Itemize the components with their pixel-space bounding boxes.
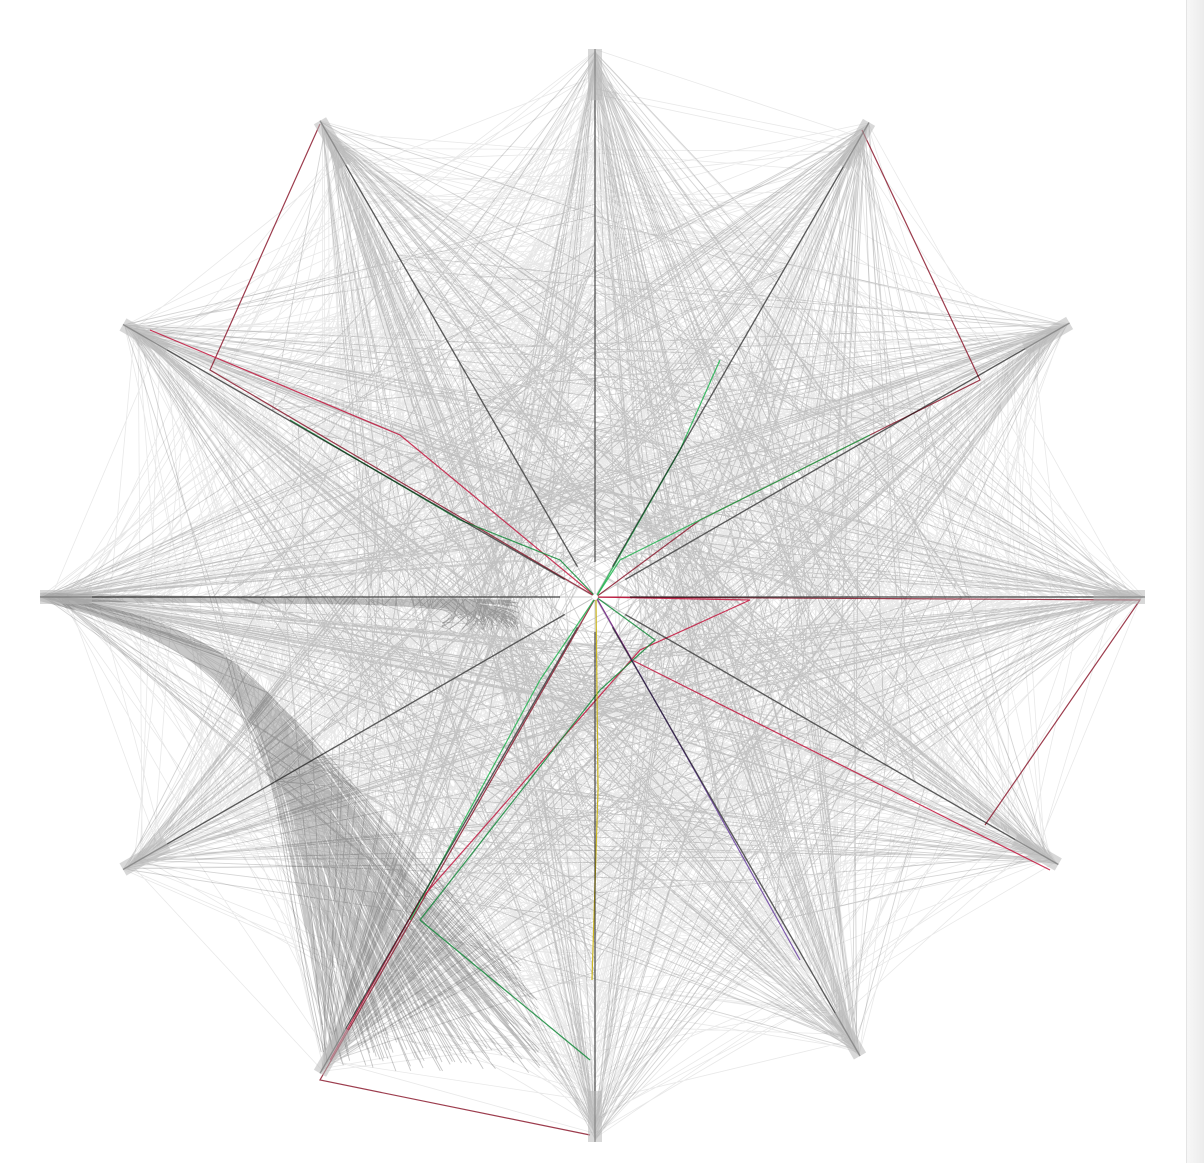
axis-node-band xyxy=(829,1009,867,1060)
highlighted-path xyxy=(289,419,656,1061)
center-node xyxy=(592,594,598,600)
axis-node-band xyxy=(1093,590,1145,604)
curved-edge-bundle xyxy=(39,592,541,1073)
axis-node-band xyxy=(313,1025,352,1077)
vertical-scrollbar[interactable] xyxy=(1186,0,1204,1163)
hive-axis xyxy=(122,613,566,871)
axis-node-band xyxy=(40,590,92,604)
axis-node-band xyxy=(588,49,602,101)
hive-axis xyxy=(624,613,1059,866)
axes-layer xyxy=(40,49,1145,1142)
highlighted-path xyxy=(591,596,599,981)
axis-node-band xyxy=(588,1091,602,1142)
hive-axis xyxy=(611,122,870,568)
highlighted-path xyxy=(594,129,1142,826)
hive-axis xyxy=(611,626,861,1057)
axis-node-band xyxy=(313,117,352,169)
hive-axis xyxy=(122,323,566,581)
axis-node-band xyxy=(119,837,171,876)
axis-node-band xyxy=(837,118,876,171)
axis-node-band xyxy=(1021,316,1074,355)
hive-axis xyxy=(319,626,579,1074)
axis-node-band xyxy=(1011,833,1062,871)
hive-axis xyxy=(319,120,579,568)
edge-bundle xyxy=(40,49,1145,1140)
axis-node-band xyxy=(119,318,171,357)
highlighted-path xyxy=(595,434,871,598)
hive-axis xyxy=(624,322,1070,581)
